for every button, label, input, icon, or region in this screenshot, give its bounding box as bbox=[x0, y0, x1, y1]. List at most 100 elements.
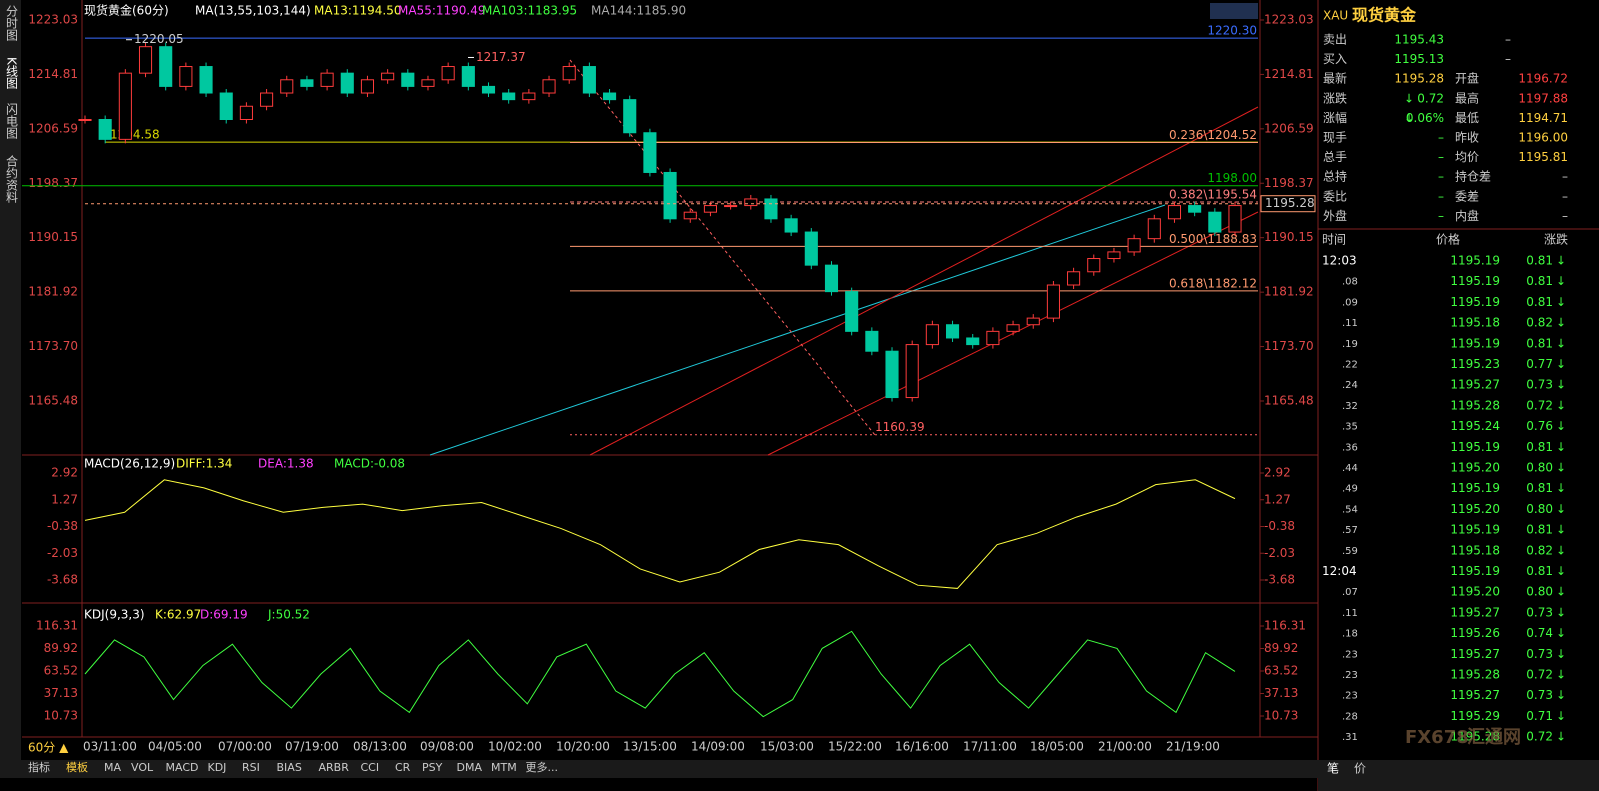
tab[interactable]: VOL bbox=[131, 761, 154, 774]
candle bbox=[885, 350, 899, 399]
tick-price: 1195.26 bbox=[1450, 626, 1500, 640]
candle bbox=[159, 46, 173, 87]
tick-price: 1195.27 bbox=[1450, 688, 1500, 702]
side-tab[interactable]: 合约资料 bbox=[5, 154, 19, 203]
x-tick-label: 16/16:00 bbox=[895, 740, 949, 754]
down-arrow: ↓ bbox=[1556, 688, 1566, 702]
quote-value: 1195.13 bbox=[1394, 52, 1444, 66]
side-tab[interactable]: 闪电图 bbox=[5, 103, 19, 139]
tick-price: 1195.19 bbox=[1450, 336, 1500, 350]
candle bbox=[461, 66, 475, 87]
tick-time: .23 bbox=[1342, 649, 1358, 660]
y-tick-label: 1198.37 bbox=[28, 176, 78, 190]
candle bbox=[804, 231, 818, 266]
tick-change: 0.73 bbox=[1526, 378, 1553, 392]
candle bbox=[1127, 238, 1141, 253]
tick-price: 1195.27 bbox=[1450, 647, 1500, 661]
tab[interactable]: PSY bbox=[422, 761, 443, 774]
candle bbox=[360, 79, 375, 94]
y-tick-label: 1190.15 bbox=[1264, 230, 1314, 244]
down-arrow: ↓ bbox=[1556, 730, 1566, 744]
y-tick-label: 63.52 bbox=[44, 664, 78, 678]
tick-time: .07 bbox=[1342, 587, 1358, 598]
annotation: 1217.37 bbox=[476, 50, 526, 64]
tab[interactable]: KDJ bbox=[208, 761, 227, 774]
quote-value: – bbox=[1562, 209, 1568, 223]
side-tab[interactable]: 分时图 bbox=[5, 5, 19, 41]
footer-tab[interactable]: 价 bbox=[1354, 762, 1366, 776]
quote-label: 外盘 bbox=[1323, 208, 1347, 223]
candle bbox=[522, 92, 536, 101]
tab-bar bbox=[0, 760, 1318, 778]
tick-price: 1195.19 bbox=[1450, 274, 1500, 288]
tab[interactable]: BIAS bbox=[277, 761, 302, 774]
kdj-k-line bbox=[84, 630, 1236, 718]
quote-value: 1195.81 bbox=[1518, 150, 1568, 164]
y-tick-label: 2.92 bbox=[51, 466, 78, 480]
x-tick-label: 15/03:00 bbox=[760, 740, 814, 754]
tick-time: .23 bbox=[1342, 670, 1358, 681]
x-tick-label: 09/08:00 bbox=[420, 740, 474, 754]
down-arrow: ↓ bbox=[1556, 523, 1566, 537]
quote-label: 现手 bbox=[1323, 131, 1347, 145]
tick-change: 0.81 bbox=[1526, 295, 1553, 309]
legend: D:69.19 bbox=[200, 608, 248, 622]
tab[interactable]: MTM bbox=[491, 761, 517, 774]
candle bbox=[562, 66, 576, 81]
y-tick-label: 1.27 bbox=[51, 492, 78, 506]
tick-price: 1195.19 bbox=[1450, 440, 1500, 454]
tab[interactable]: 模板 bbox=[66, 760, 88, 774]
y-tick-label: 1206.59 bbox=[28, 121, 78, 135]
tab[interactable]: CCI bbox=[361, 761, 380, 774]
tab[interactable]: 更多... bbox=[526, 760, 559, 774]
y-tick-label: -2.03 bbox=[47, 546, 78, 560]
legend: DIFF:1.34 bbox=[176, 457, 232, 471]
down-arrow: ↓ bbox=[1556, 647, 1566, 661]
x-tick-label: 10/02:00 bbox=[488, 740, 542, 754]
tick-change: 0.72 bbox=[1526, 668, 1553, 682]
tab[interactable]: 指标 bbox=[28, 760, 50, 774]
level-label: 0.500\1188.83 bbox=[1169, 232, 1257, 246]
candle bbox=[764, 198, 778, 220]
tab[interactable]: MACD bbox=[166, 761, 199, 774]
legend: MA(13,55,103,144) bbox=[195, 4, 311, 18]
down-arrow: ↓ bbox=[1556, 502, 1566, 516]
candle bbox=[986, 330, 1000, 346]
macd-diff-line bbox=[84, 479, 1236, 589]
candle bbox=[824, 264, 839, 293]
candle bbox=[340, 72, 354, 94]
tab[interactable]: DMA bbox=[457, 761, 483, 774]
quote-value: – bbox=[1438, 131, 1444, 145]
footer-tab[interactable]: 笔 bbox=[1327, 761, 1339, 776]
y-tick-label: 10.73 bbox=[44, 709, 78, 723]
x-tick-label: 15/22:00 bbox=[828, 740, 882, 754]
down-arrow: ↓ bbox=[1556, 419, 1566, 433]
legend: MA13:1194.50 bbox=[314, 4, 402, 18]
last-price-box bbox=[1260, 195, 1316, 213]
y-tick-label: 63.52 bbox=[1264, 664, 1298, 678]
candle bbox=[118, 72, 132, 140]
side-tab[interactable]: K线图 bbox=[5, 57, 19, 89]
tab[interactable]: ARBR bbox=[319, 761, 350, 774]
candle bbox=[683, 211, 697, 220]
candle bbox=[1087, 258, 1101, 273]
tab[interactable]: RSI bbox=[242, 761, 260, 774]
toolbar-icons[interactable] bbox=[1210, 3, 1258, 19]
candle bbox=[925, 324, 939, 346]
tick-time: .44 bbox=[1342, 463, 1358, 474]
x-tick-label: 10/20:00 bbox=[556, 740, 610, 754]
quote-label: 委比 bbox=[1323, 189, 1347, 203]
candle bbox=[1046, 284, 1060, 319]
y-tick-label: 2.92 bbox=[1264, 466, 1291, 480]
tab[interactable]: MA bbox=[104, 761, 121, 774]
tick-price: 1195.20 bbox=[1450, 585, 1500, 599]
candle bbox=[78, 119, 92, 122]
tick-change: 0.76 bbox=[1526, 419, 1553, 433]
x-tick-label: 14/09:00 bbox=[691, 740, 745, 754]
level-label: 1198.00 bbox=[1207, 171, 1257, 185]
legend: MA55:1190.49 bbox=[398, 4, 486, 18]
candle bbox=[542, 79, 556, 94]
down-arrow: ↓ bbox=[1556, 564, 1566, 578]
tab[interactable]: CR bbox=[395, 761, 411, 774]
y-tick-label: 1181.92 bbox=[28, 285, 78, 299]
